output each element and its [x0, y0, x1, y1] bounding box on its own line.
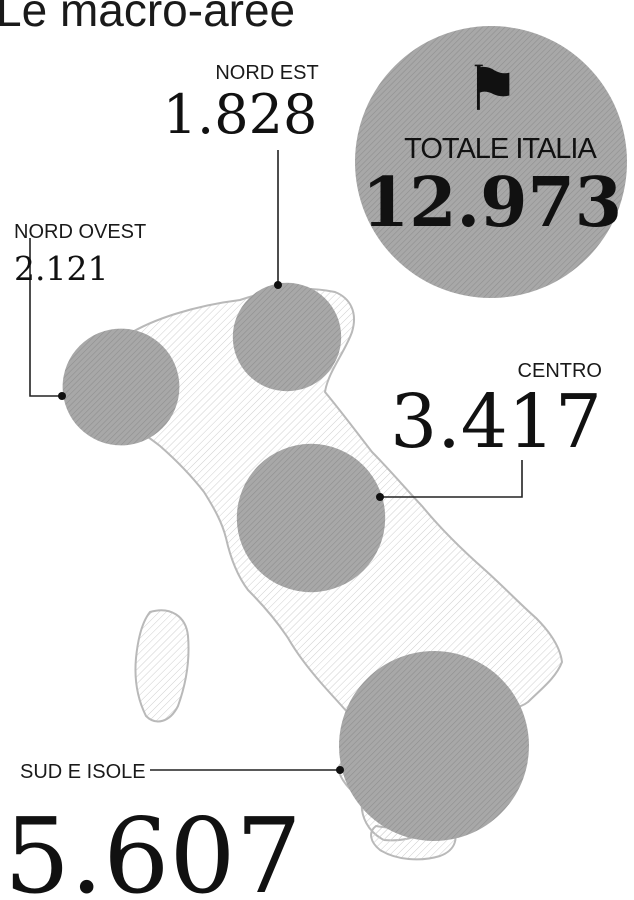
nord-ovest-value: 2.121 [14, 249, 108, 288]
bubble-nord-ovest [62, 328, 180, 446]
leader-centro [380, 460, 523, 498]
region-bubbles [62, 282, 529, 841]
centro-value: 3.417 [390, 379, 602, 465]
dot-sud-isole [336, 766, 344, 774]
region-label-sud-isole: SUD E ISOLE 5.607 [4, 761, 302, 900]
leader-lines [29, 150, 523, 771]
bubble-centro [236, 443, 386, 593]
region-label-nord-ovest: NORD OVEST 2.121 [14, 221, 146, 288]
region-label-centro: CENTRO 3.417 [390, 360, 602, 465]
nord-est-name: NORD EST [215, 62, 318, 84]
italy-silhouette-icon: ⚑ [464, 56, 520, 124]
sud-isole-value: 5.607 [4, 795, 302, 900]
dot-centro [376, 493, 384, 501]
bubble-nord-est [232, 282, 342, 392]
nord-ovest-name: NORD OVEST [14, 221, 146, 243]
chart-title: Le macro-aree [0, 0, 295, 36]
bubble-sud-e-isole [339, 651, 529, 841]
region-label-nord-est: NORD EST 1.828 [163, 62, 319, 146]
leader-nord-ovest [29, 238, 62, 397]
total-italia-bubble: ⚑ TOTALE ITALIA 12.973 [355, 26, 627, 298]
total-label: TOTALE ITALIA [404, 133, 597, 165]
sud-isole-name: SUD E ISOLE [20, 761, 146, 783]
nord-est-value: 1.828 [163, 83, 318, 146]
leader-dots [58, 281, 384, 774]
dot-nord-est [274, 281, 282, 289]
dot-nord-ovest [58, 392, 66, 400]
centro-name: CENTRO [518, 360, 602, 382]
total-value: 12.973 [362, 163, 622, 243]
